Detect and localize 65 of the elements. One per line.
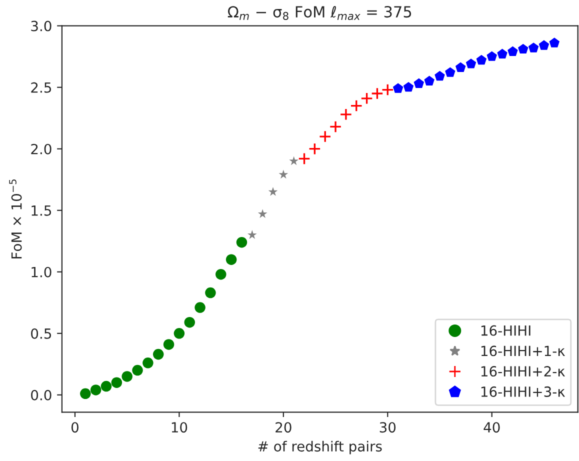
point: [360, 92, 374, 105]
legend-label: 16-HIHI+2-κ: [481, 366, 565, 377]
point: [268, 187, 278, 196]
y-tick-label: 2.0: [31, 144, 52, 154]
point: [538, 40, 550, 50]
point: [278, 170, 288, 179]
y-tick-label: 0.0: [31, 390, 52, 400]
point: [424, 76, 434, 86]
y-tick-label: 3.0: [31, 20, 52, 32]
point: [289, 156, 299, 166]
point: [174, 328, 185, 339]
point: [247, 230, 257, 239]
point: [497, 48, 508, 58]
point: [132, 364, 143, 376]
point: [90, 384, 102, 396]
point: [236, 236, 248, 248]
y-tick-label: 1.5: [32, 206, 52, 216]
point: [414, 78, 424, 88]
point: [434, 70, 445, 81]
x-tick-label: 40: [484, 422, 500, 433]
legend-label: 16-HIHI+1-κ: [481, 346, 565, 356]
point: [371, 87, 384, 100]
legend-label: 16-HIHI: [481, 325, 530, 336]
point: [111, 377, 122, 388]
legend-label: 16-HIHI+3-κ: [481, 386, 565, 397]
y-axis-title: FoM × 10$^{−5}$: [9, 180, 22, 258]
point: [518, 44, 528, 54]
point: [340, 108, 352, 121]
point: [455, 62, 466, 72]
y-tick-label: 1.0: [32, 266, 52, 278]
point: [549, 38, 560, 48]
x-tick-label: 0: [71, 422, 78, 433]
point: [318, 130, 332, 143]
chart-title: Ω$_{m}$ − σ$_{8}$ FoM ℓ$_{max}$ = 375: [228, 6, 412, 20]
point: [392, 83, 404, 93]
point: [486, 51, 497, 61]
point: [258, 209, 268, 218]
point: [205, 287, 216, 298]
point: [194, 302, 206, 313]
point: [298, 152, 310, 165]
point: [122, 371, 132, 382]
x-tick-label: 20: [276, 422, 292, 433]
y-tick-label: 0.5: [31, 328, 52, 339]
point: [350, 100, 363, 112]
point: [80, 388, 91, 400]
x-tick-label: 30: [380, 422, 396, 433]
point: [381, 84, 394, 96]
point: [476, 54, 487, 65]
point: [528, 42, 539, 52]
point: [142, 358, 154, 368]
x-tick-label: 10: [172, 422, 188, 433]
y-tick-label: 2.5: [31, 82, 52, 93]
point: [403, 82, 414, 92]
point: [329, 120, 342, 133]
point: [100, 380, 112, 392]
point: [445, 67, 456, 77]
point: [466, 58, 476, 68]
point: [163, 339, 174, 350]
point: [226, 254, 237, 265]
point: [216, 268, 226, 280]
point: [308, 142, 321, 156]
point: [508, 46, 518, 56]
point: [184, 316, 195, 328]
point: [152, 348, 164, 360]
x-axis-title: # of redshift pairs: [258, 440, 382, 454]
